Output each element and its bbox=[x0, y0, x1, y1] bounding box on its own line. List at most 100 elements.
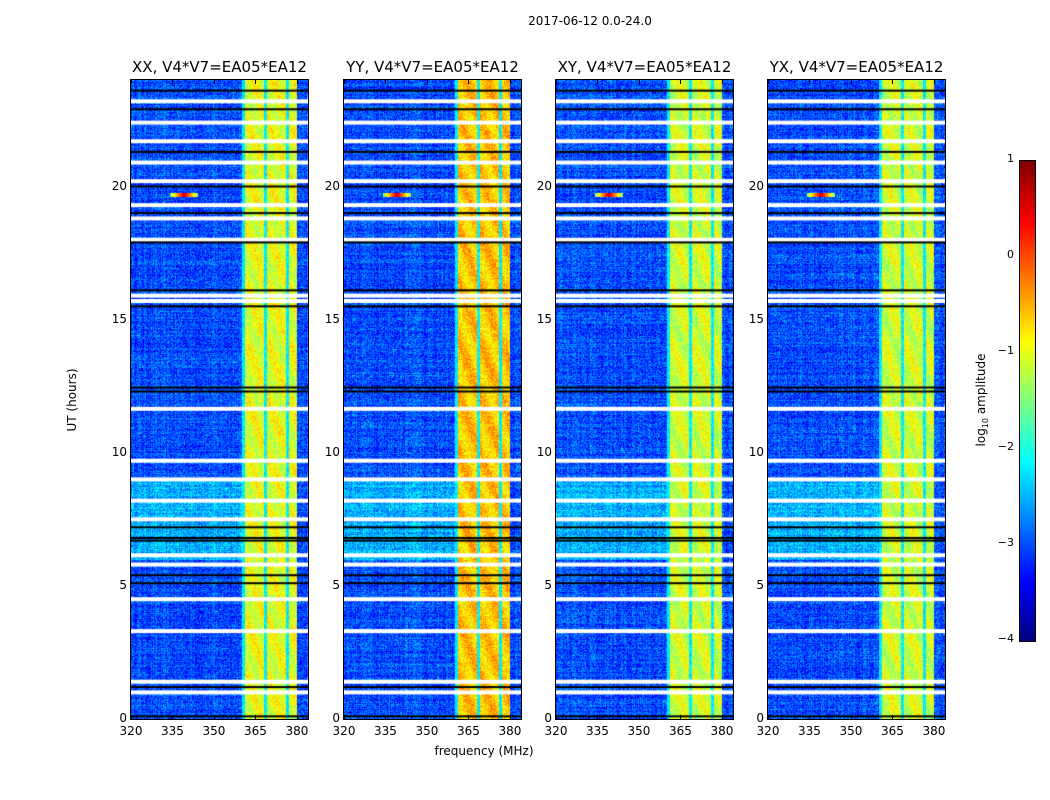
x-tick-label: 320 bbox=[756, 724, 780, 738]
x-tick-mark bbox=[131, 715, 132, 719]
x-tick-mark bbox=[850, 80, 852, 84]
x-tick-label: 365 bbox=[457, 724, 480, 738]
x-tick-mark bbox=[509, 80, 511, 84]
x-tick-label: 335 bbox=[798, 724, 821, 738]
x-tick-mark bbox=[933, 715, 935, 719]
y-tick-label: 20 bbox=[324, 178, 340, 193]
x-tick-mark bbox=[344, 80, 345, 84]
x-tick-mark bbox=[468, 715, 470, 719]
waterfall-panel-3: XY, V4*V7=EA05*EA12 bbox=[555, 58, 734, 720]
x-tick-mark bbox=[385, 80, 387, 84]
panel-title: YX, V4*V7=EA05*EA12 bbox=[769, 58, 944, 76]
x-tick-mark bbox=[213, 80, 215, 84]
colorbar-label: log10 amplitude bbox=[973, 353, 991, 447]
x-tick-label: 380 bbox=[498, 724, 522, 738]
x-tick-mark bbox=[172, 80, 174, 84]
y-tick-label: 15 bbox=[748, 311, 764, 326]
x-tick-mark bbox=[721, 715, 723, 719]
axes-frame bbox=[343, 79, 522, 720]
y-tick-label: 20 bbox=[748, 178, 764, 193]
waterfall-panel-2: YY, V4*V7=EA05*EA12 bbox=[343, 58, 522, 720]
x-tick-label: 380 bbox=[922, 724, 946, 738]
x-tick-mark bbox=[556, 715, 557, 719]
x-tick-mark bbox=[933, 80, 935, 84]
x-tick-mark bbox=[768, 715, 769, 719]
y-tick-label: 15 bbox=[324, 311, 340, 326]
x-tick-mark bbox=[255, 80, 257, 84]
y-tick-label: 5 bbox=[544, 577, 552, 592]
y-tick-label: 10 bbox=[748, 444, 764, 459]
x-tick-label: 320 bbox=[544, 724, 568, 738]
waterfall-panel-1: XX, V4*V7=EA05*EA12 bbox=[130, 58, 309, 720]
figure-title: 2017-06-12 0.0-24.0 bbox=[528, 14, 652, 28]
x-tick-mark bbox=[680, 80, 682, 84]
y-tick-label: 15 bbox=[536, 311, 552, 326]
x-tick-mark bbox=[721, 80, 723, 84]
y-axis-label: UT (hours) bbox=[65, 368, 79, 432]
x-tick-label: 365 bbox=[244, 724, 267, 738]
x-tick-label: 335 bbox=[374, 724, 397, 738]
x-tick-mark bbox=[680, 715, 682, 719]
x-tick-mark bbox=[255, 715, 257, 719]
panel-title: XY, V4*V7=EA05*EA12 bbox=[557, 58, 732, 76]
x-tick-label: 320 bbox=[119, 724, 143, 738]
colorbar-tick-label: −4 bbox=[997, 632, 1014, 645]
colorbar-tick-label: 0 bbox=[1007, 248, 1014, 261]
axes-frame bbox=[767, 79, 946, 720]
x-tick-mark bbox=[556, 80, 557, 84]
x-tick-mark bbox=[892, 80, 894, 84]
x-tick-mark bbox=[172, 715, 174, 719]
y-tick-label: 15 bbox=[111, 311, 127, 326]
colorbar-tick-label: −3 bbox=[997, 536, 1014, 549]
x-tick-label: 365 bbox=[669, 724, 692, 738]
y-tick-label: 10 bbox=[324, 444, 340, 459]
x-tick-label: 350 bbox=[202, 724, 226, 738]
x-tick-label: 335 bbox=[161, 724, 184, 738]
x-tick-mark bbox=[850, 715, 852, 719]
waterfall-panel-4: YX, V4*V7=EA05*EA12 bbox=[767, 58, 946, 720]
x-axis-label: frequency (MHz) bbox=[434, 744, 534, 758]
x-tick-mark bbox=[638, 715, 640, 719]
x-tick-mark bbox=[597, 80, 599, 84]
x-tick-label: 380 bbox=[710, 724, 734, 738]
panel-title: XX, V4*V7=EA05*EA12 bbox=[132, 58, 307, 76]
heatmap-image bbox=[344, 80, 521, 719]
y-tick-label: 0 bbox=[544, 711, 552, 725]
x-tick-mark bbox=[768, 80, 769, 84]
panel-title: YY, V4*V7=EA05*EA12 bbox=[346, 58, 519, 76]
x-tick-label: 350 bbox=[627, 724, 651, 738]
x-tick-mark bbox=[296, 715, 298, 719]
colorbar bbox=[1019, 160, 1036, 642]
heatmap-image bbox=[131, 80, 308, 719]
x-tick-mark bbox=[809, 80, 811, 84]
colorbar-gradient bbox=[1020, 161, 1035, 641]
x-tick-label: 350 bbox=[415, 724, 439, 738]
x-tick-mark bbox=[638, 80, 640, 84]
y-tick-label: 0 bbox=[332, 711, 340, 725]
x-tick-mark bbox=[468, 80, 470, 84]
x-tick-mark bbox=[892, 715, 894, 719]
x-tick-mark bbox=[385, 715, 387, 719]
x-tick-label: 335 bbox=[586, 724, 609, 738]
axes-frame bbox=[130, 79, 309, 720]
y-tick-label: 10 bbox=[536, 444, 552, 459]
heatmap-image bbox=[768, 80, 945, 719]
colorbar-tick-label: 1 bbox=[1007, 152, 1014, 165]
y-tick-label: 0 bbox=[756, 711, 764, 725]
y-tick-label: 5 bbox=[119, 577, 127, 592]
x-tick-label: 380 bbox=[285, 724, 309, 738]
x-tick-label: 320 bbox=[332, 724, 356, 738]
x-tick-label: 350 bbox=[839, 724, 863, 738]
x-tick-mark bbox=[426, 80, 428, 84]
y-tick-label: 0 bbox=[119, 711, 127, 725]
y-tick-label: 10 bbox=[111, 444, 127, 459]
x-tick-mark bbox=[213, 715, 215, 719]
x-tick-mark bbox=[509, 715, 511, 719]
x-tick-mark bbox=[296, 80, 298, 84]
y-tick-label: 20 bbox=[111, 178, 127, 193]
x-tick-mark bbox=[809, 715, 811, 719]
axes-frame bbox=[555, 79, 734, 720]
y-tick-label: 20 bbox=[536, 178, 552, 193]
x-tick-mark bbox=[597, 715, 599, 719]
